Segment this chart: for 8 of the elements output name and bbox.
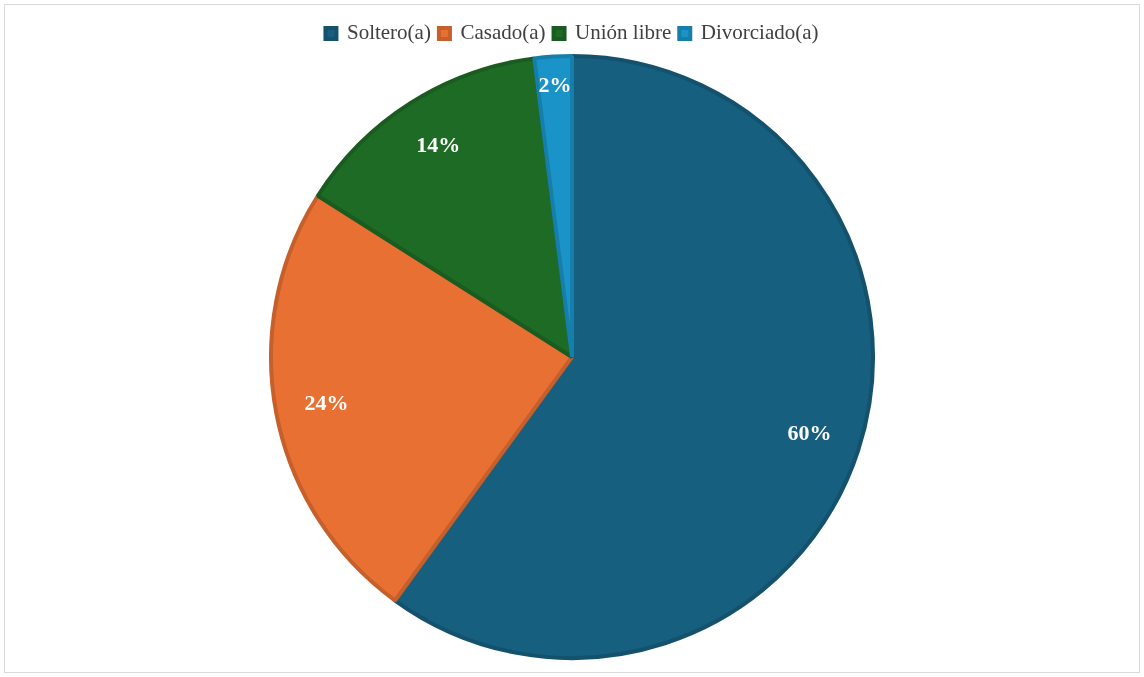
legend-label: Casado(a) bbox=[460, 20, 546, 45]
legend-label: Unión libre bbox=[575, 20, 672, 45]
legend-label: Soltero(a) bbox=[346, 20, 431, 45]
data-label: 2% bbox=[538, 72, 572, 98]
data-label: 14% bbox=[416, 131, 461, 157]
data-label: 60% bbox=[787, 419, 832, 445]
data-label: 24% bbox=[304, 389, 349, 415]
legend-label: Divorciado(a) bbox=[700, 20, 819, 45]
